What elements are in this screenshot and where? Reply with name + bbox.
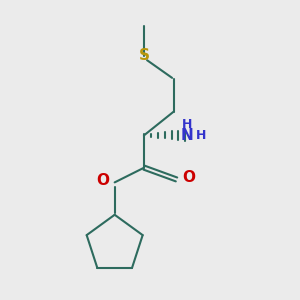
- Text: H: H: [196, 129, 207, 142]
- Text: O: O: [96, 173, 109, 188]
- Text: O: O: [182, 170, 195, 185]
- Text: S: S: [139, 48, 150, 63]
- Text: H: H: [182, 118, 192, 130]
- Text: N: N: [180, 128, 193, 143]
